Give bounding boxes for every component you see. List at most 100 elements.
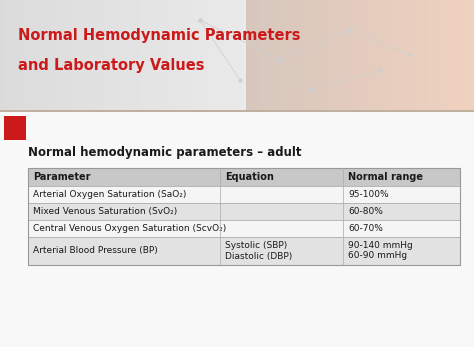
Bar	[239, 0, 240, 112]
Bar	[29, 0, 30, 112]
Bar	[167, 0, 168, 112]
Bar	[135, 0, 136, 112]
Bar	[209, 0, 210, 112]
Bar	[82, 0, 83, 112]
Bar	[20, 0, 21, 112]
Bar	[268, 0, 269, 112]
Text: 60-90 mmHg: 60-90 mmHg	[348, 252, 408, 261]
Bar	[34, 0, 35, 112]
Bar	[282, 0, 283, 112]
Bar	[97, 0, 98, 112]
Bar	[139, 0, 140, 112]
Bar	[67, 0, 68, 112]
Bar	[459, 0, 460, 112]
Bar	[415, 0, 416, 112]
Bar	[115, 0, 116, 112]
Bar	[457, 0, 458, 112]
Bar	[104, 0, 105, 112]
Bar	[252, 0, 253, 112]
Bar	[290, 0, 291, 112]
Bar	[28, 168, 460, 186]
Bar	[191, 0, 192, 112]
Bar	[438, 0, 439, 112]
Text: Systolic (SBP): Systolic (SBP)	[225, 242, 288, 251]
Bar	[320, 0, 321, 112]
Bar	[416, 0, 417, 112]
Bar	[446, 0, 447, 112]
Bar	[436, 0, 437, 112]
Bar	[12, 0, 13, 112]
Bar	[150, 0, 151, 112]
Bar	[363, 0, 364, 112]
Bar	[309, 0, 310, 112]
Bar	[28, 0, 29, 112]
Bar	[269, 0, 270, 112]
Bar	[197, 0, 198, 112]
Bar	[207, 0, 208, 112]
Bar	[52, 0, 53, 112]
Bar	[162, 0, 163, 112]
Bar	[316, 0, 317, 112]
Bar	[371, 0, 372, 112]
Bar	[472, 0, 473, 112]
Bar	[434, 0, 435, 112]
Bar	[118, 0, 119, 112]
Bar	[137, 0, 138, 112]
Bar	[184, 0, 185, 112]
Bar	[341, 0, 342, 112]
Bar	[261, 0, 262, 112]
Bar	[458, 0, 459, 112]
Bar	[404, 0, 405, 112]
Bar	[198, 0, 199, 112]
Bar	[315, 0, 316, 112]
Bar	[451, 0, 452, 112]
Bar	[264, 0, 265, 112]
Bar	[171, 0, 172, 112]
Text: Normal range: Normal range	[348, 172, 423, 182]
Bar	[406, 0, 407, 112]
Bar	[286, 0, 287, 112]
Bar	[431, 0, 432, 112]
Bar	[332, 0, 333, 112]
Bar	[335, 0, 336, 112]
Bar	[422, 0, 423, 112]
Bar	[119, 0, 120, 112]
Bar	[214, 0, 215, 112]
Text: 60-70%: 60-70%	[348, 224, 383, 233]
Bar	[265, 0, 266, 112]
Bar	[187, 0, 188, 112]
Bar	[464, 0, 465, 112]
Bar	[90, 0, 91, 112]
Bar	[423, 0, 424, 112]
Bar	[77, 0, 78, 112]
Bar	[381, 0, 382, 112]
Bar	[288, 0, 289, 112]
Text: Arterial Oxygen Saturation (SaO₂): Arterial Oxygen Saturation (SaO₂)	[33, 190, 186, 199]
Bar	[0, 0, 1, 112]
Bar	[300, 0, 301, 112]
Bar	[181, 0, 182, 112]
Bar	[8, 0, 9, 112]
Bar	[397, 0, 398, 112]
Bar	[126, 0, 127, 112]
Bar	[377, 0, 378, 112]
Bar	[193, 0, 194, 112]
Bar	[428, 0, 429, 112]
Bar	[102, 0, 103, 112]
Bar	[391, 0, 392, 112]
Bar	[403, 0, 404, 112]
Bar	[244, 0, 245, 112]
Bar	[250, 0, 251, 112]
Bar	[174, 0, 175, 112]
Bar	[138, 0, 139, 112]
Bar	[202, 0, 203, 112]
Bar	[427, 0, 428, 112]
Bar	[163, 0, 164, 112]
Bar	[107, 0, 108, 112]
Bar	[412, 0, 413, 112]
Bar	[28, 237, 460, 265]
Bar	[267, 0, 268, 112]
Bar	[194, 0, 195, 112]
Bar	[358, 0, 359, 112]
Bar	[260, 0, 261, 112]
